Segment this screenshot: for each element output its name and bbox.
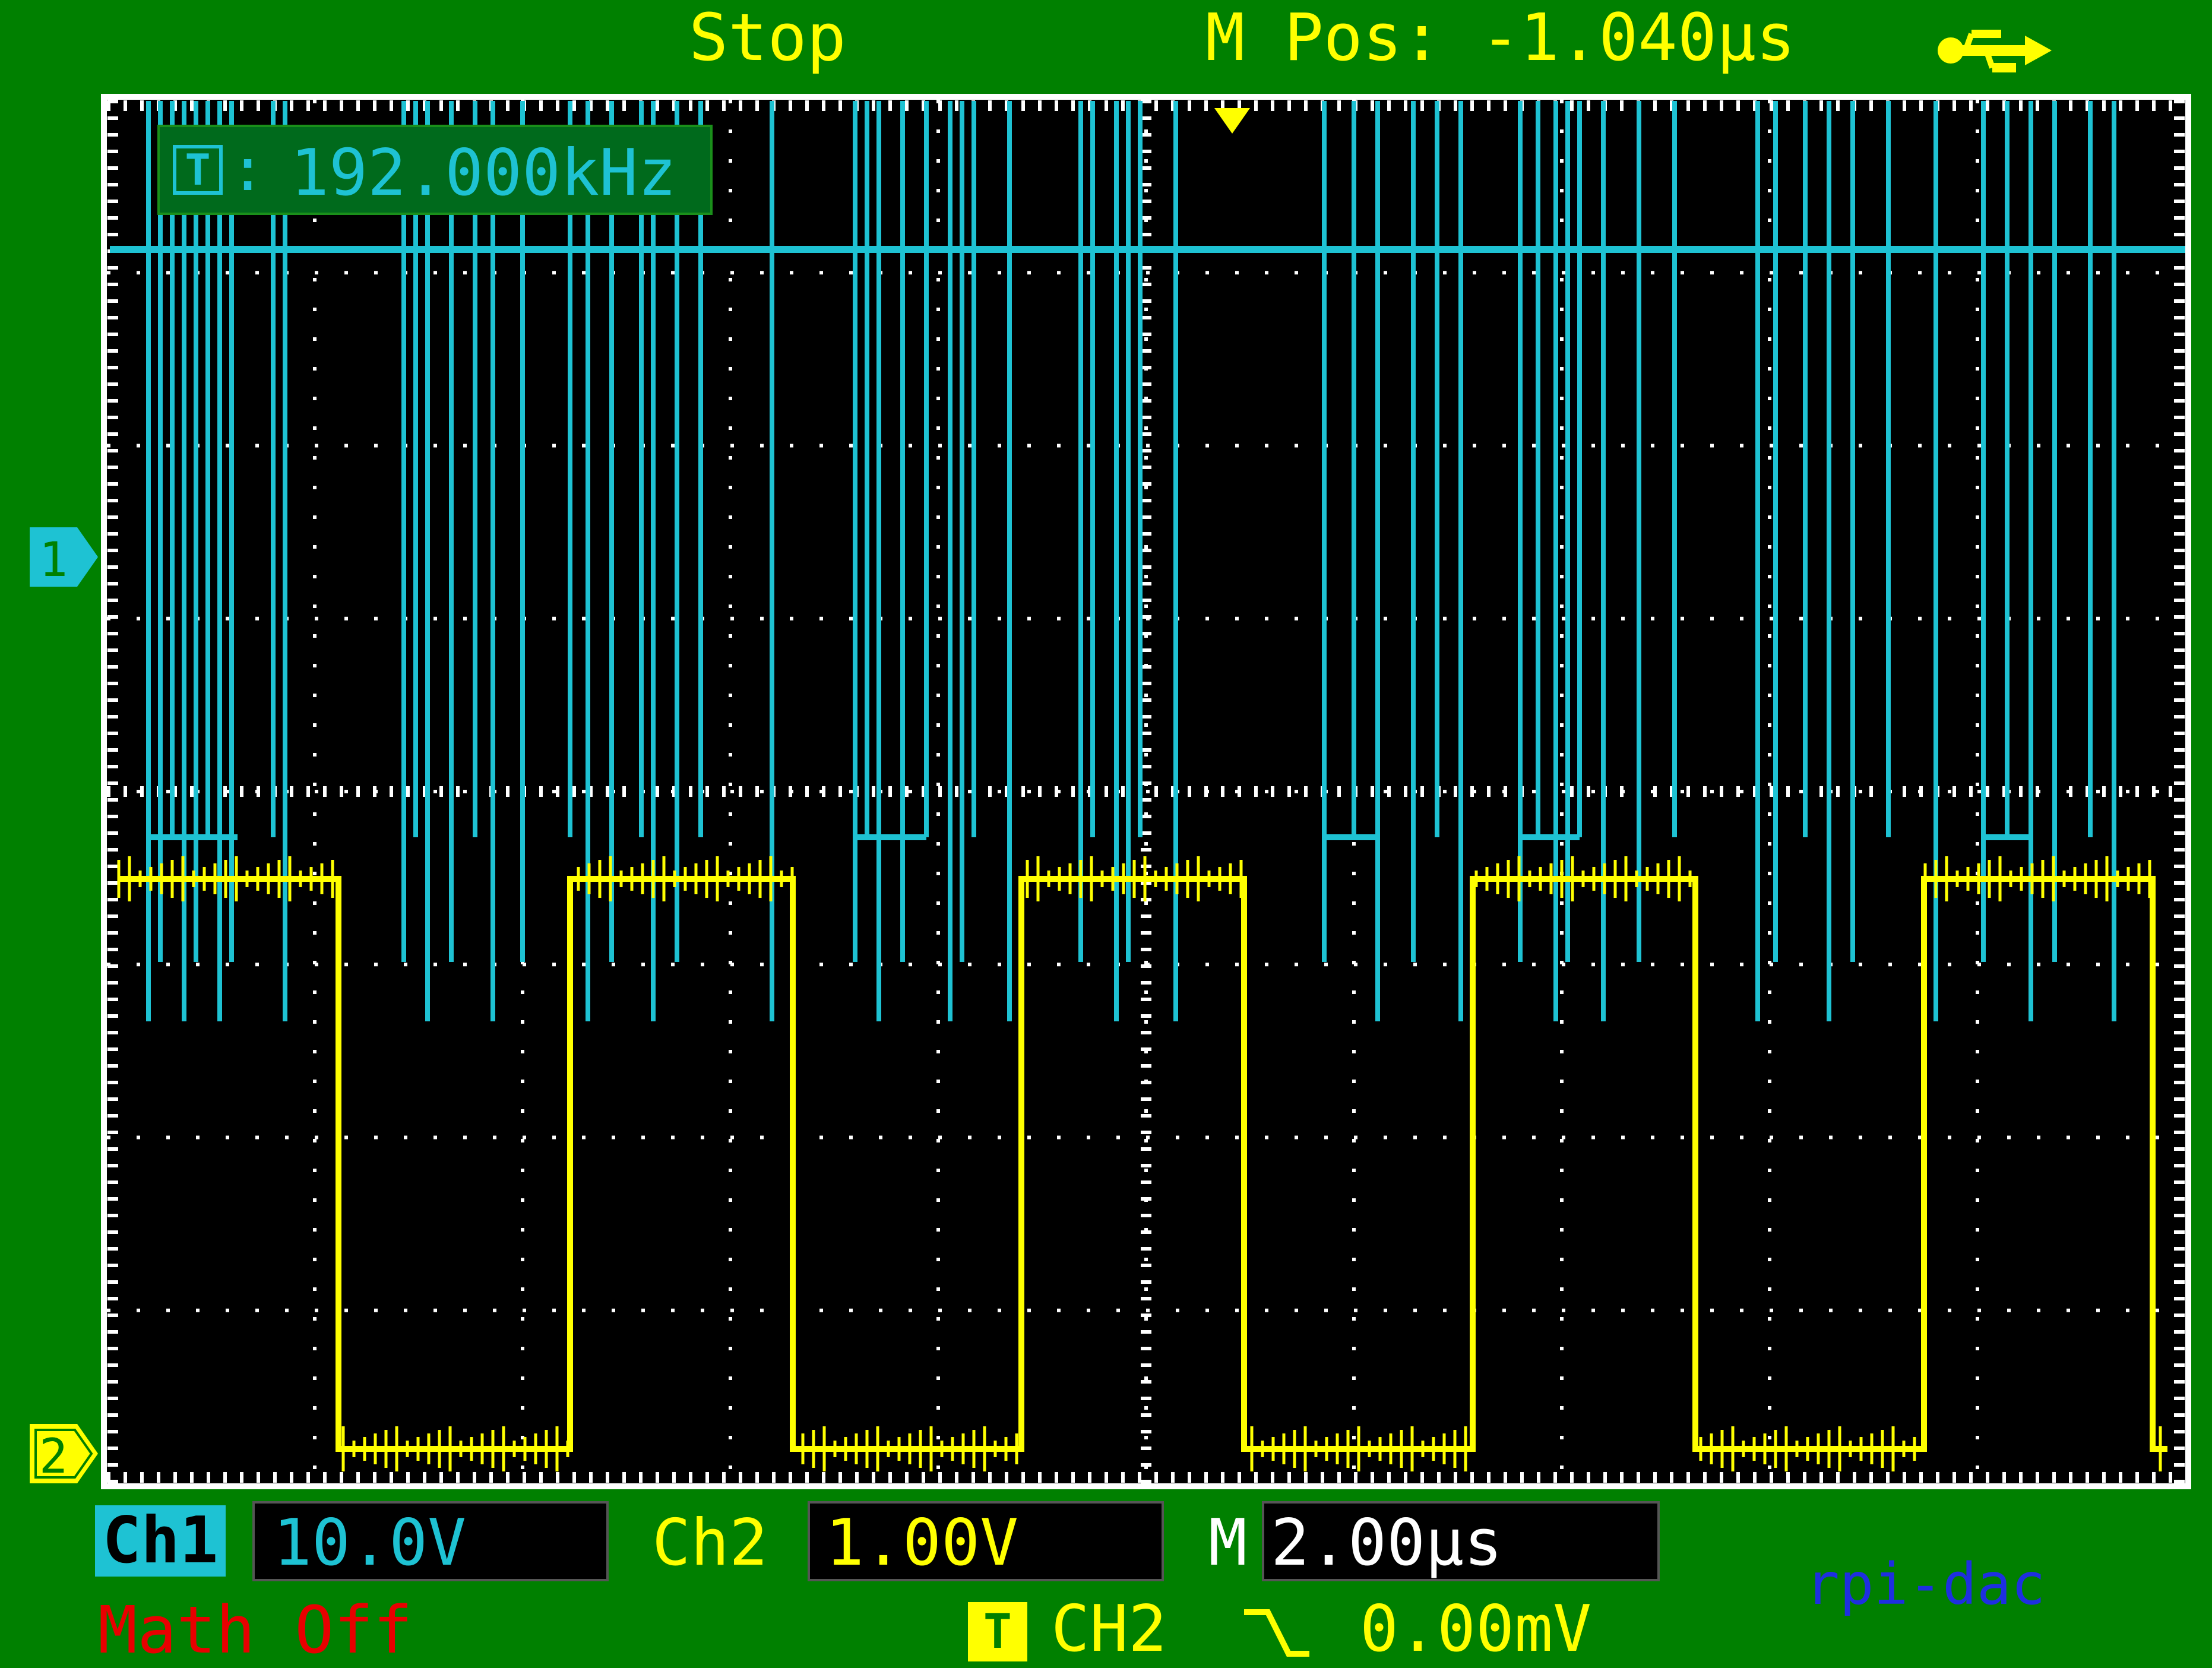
ch1-ground-marker: 1 [30,527,98,587]
timebase-scale: 2.00µs [1271,1506,1503,1580]
ch2-marker-label: 2 [39,1429,68,1484]
ch2-trace [117,856,2167,1471]
trigger-t-icon: T [173,145,223,195]
ch1-scale: 10.0V [273,1506,467,1580]
run-state: Stop [689,0,846,75]
graticule-grid [107,100,2185,1483]
math-status: Math Off [98,1592,413,1668]
ch2-scale-box [808,1501,1164,1581]
ch1-marker-label: 1 [39,532,68,587]
top-status-bar: Stop M Pos: -1.040µs [0,0,2212,95]
trigger-position-marker [1214,108,1250,134]
frequency-value: 192.000kHz [290,136,677,210]
trigger-source: CH2 [1051,1592,1167,1666]
ch2-square-wave [119,876,2167,1452]
ch1-trace [110,101,2185,1021]
trigger-level: 0.00mV [1360,1592,1592,1666]
timebase-label: M [1208,1506,1248,1580]
ch2-scale: 1.00V [825,1506,1019,1580]
falling-edge-icon [1244,1609,1309,1657]
trigger-icon: T [968,1602,1027,1661]
ch1-scale-box [252,1501,609,1581]
ch2-label: Ch2 [652,1506,768,1580]
timebase-box [1262,1501,1660,1581]
ch1-label: Ch1 [95,1505,226,1577]
usb-icon [1938,30,2052,72]
ch2-ground-marker: 2 [30,1424,98,1484]
frequency-counter: T : 192.000kHz [157,125,713,215]
watermark: rpi-dac [1805,1551,2046,1618]
horizontal-position: M Pos: -1.040µs [1205,0,1796,75]
frequency-separator: : [230,135,266,204]
